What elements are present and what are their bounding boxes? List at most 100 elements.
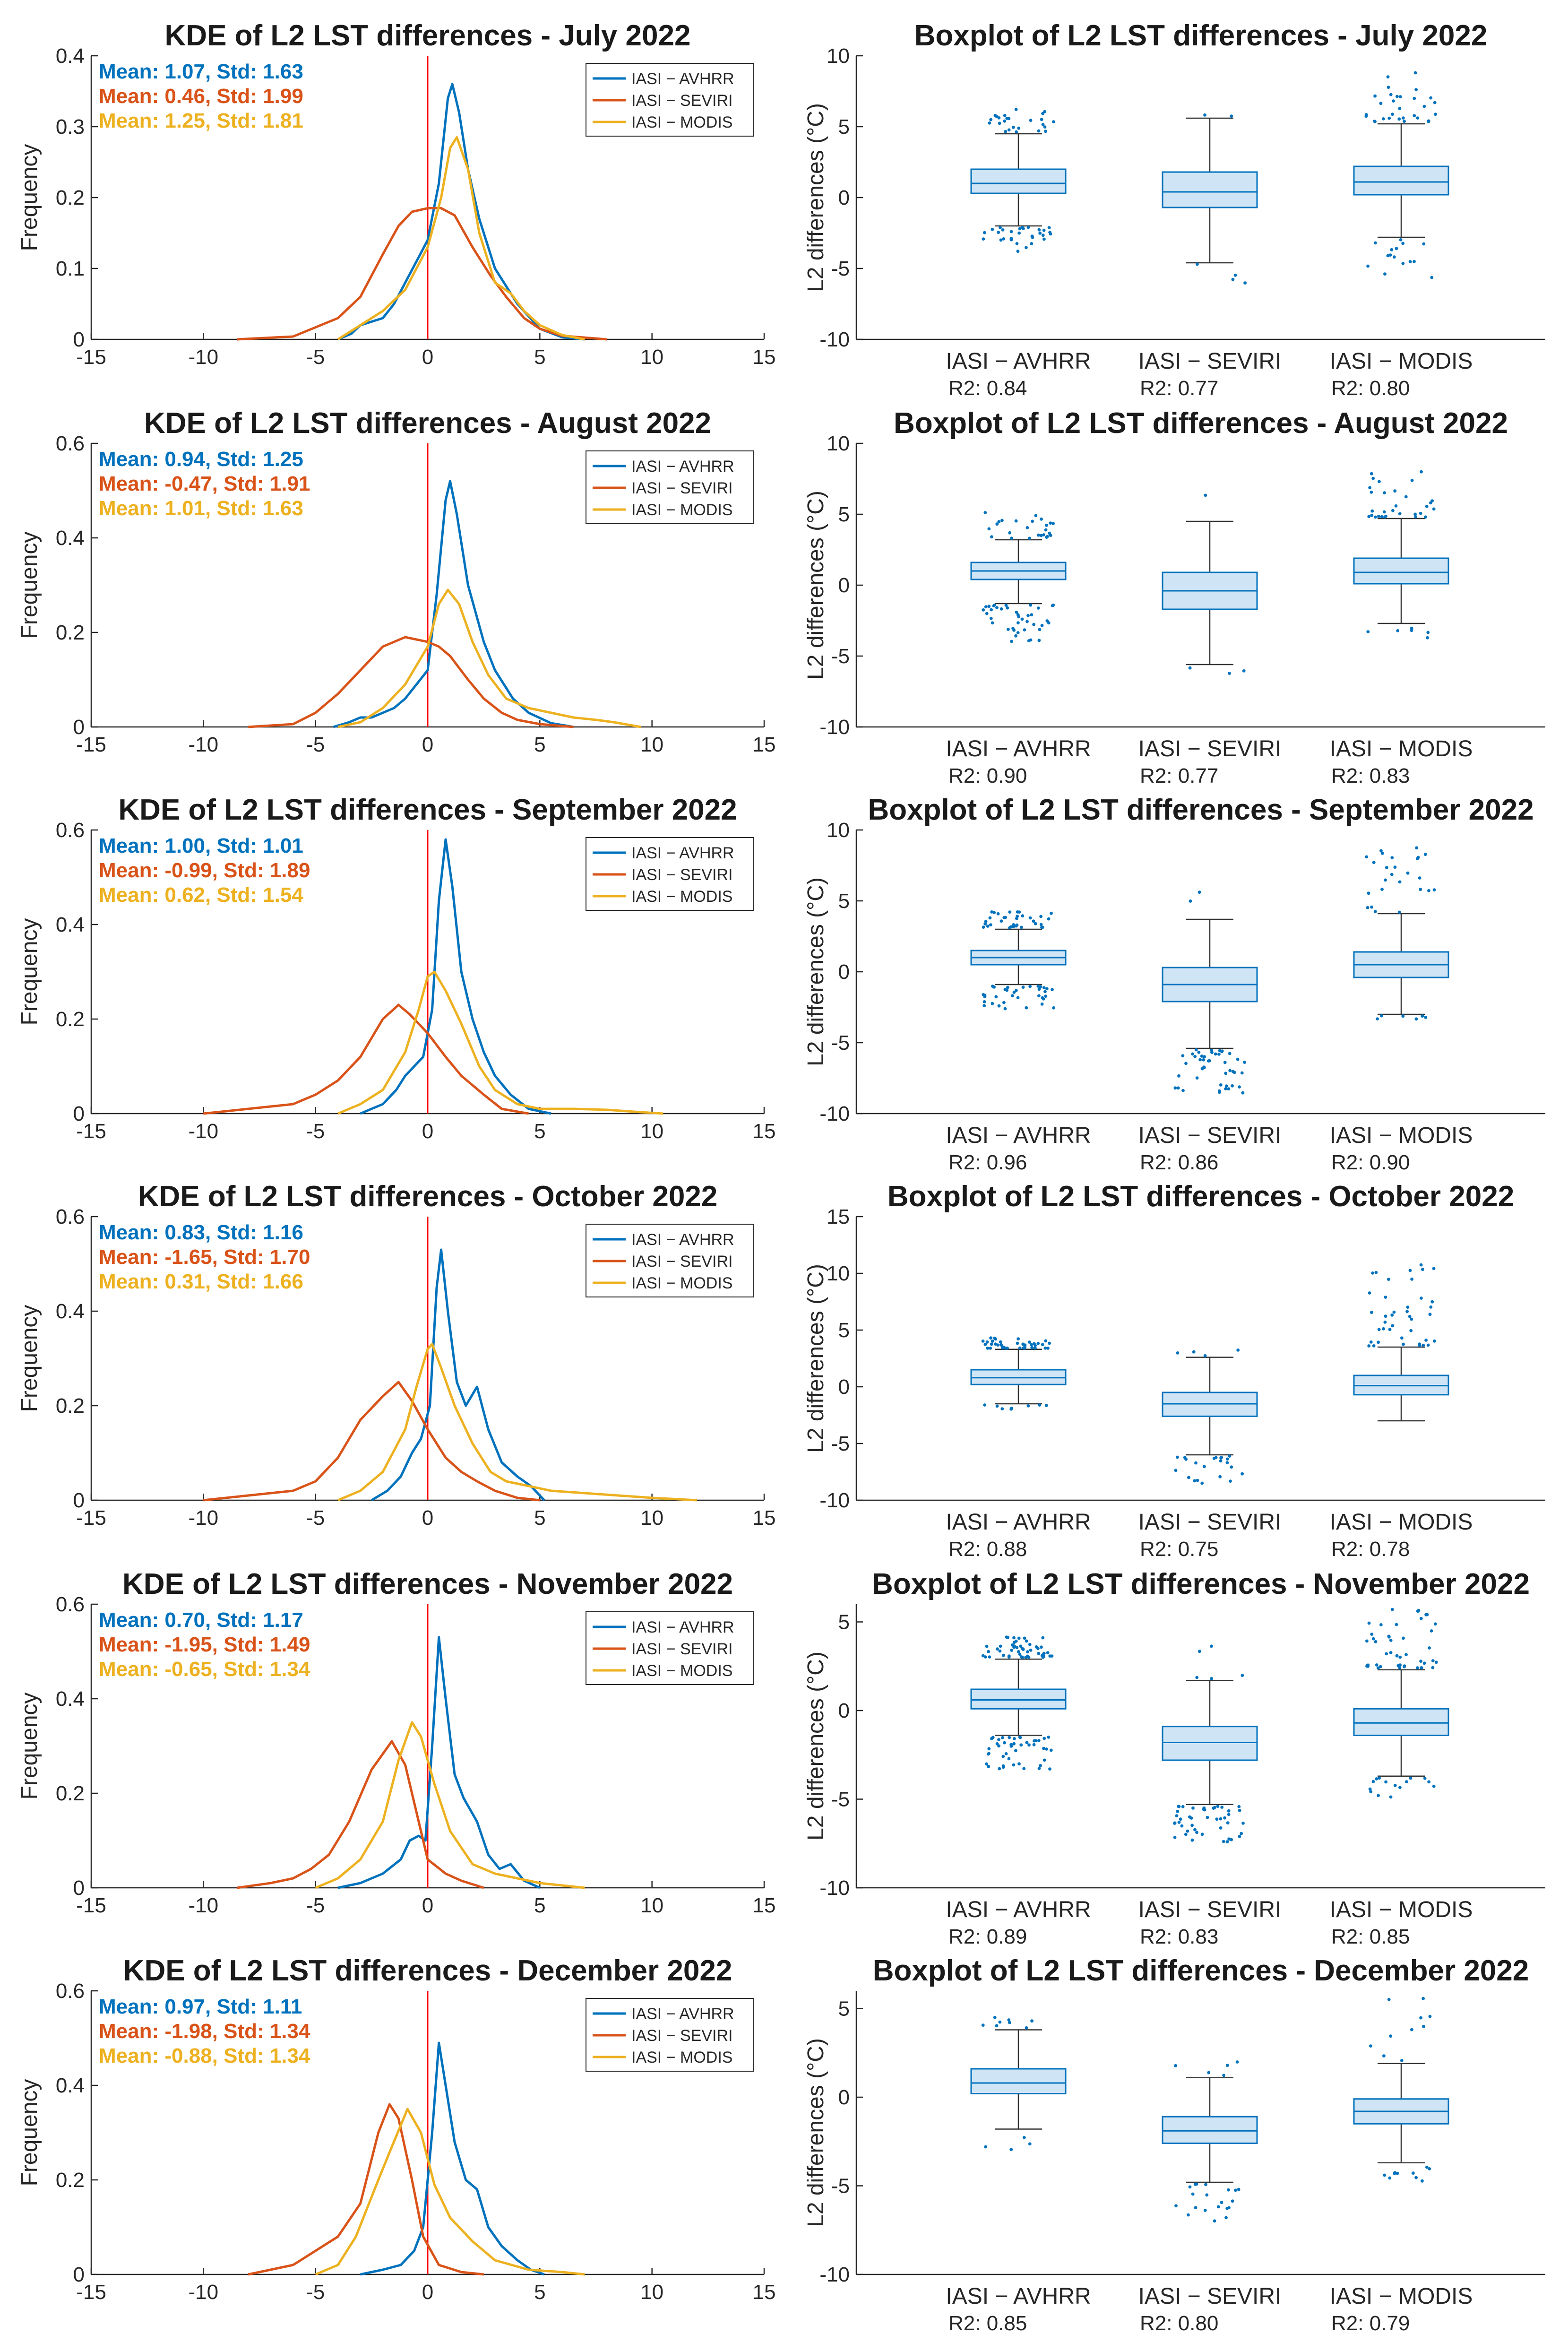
- y-tick-label: 15: [827, 1205, 850, 1228]
- box-iqr: [1162, 2116, 1258, 2144]
- outlier-point: [1198, 1058, 1202, 1062]
- x-tick-label: -5: [306, 346, 325, 369]
- outlier-point: [1206, 1815, 1209, 1819]
- stat-text-seviri: Mean: -1.98, Std: 1.34: [99, 2020, 310, 2043]
- outlier-point: [1030, 242, 1034, 245]
- outlier-point: [983, 511, 987, 514]
- boxplot-title: Boxplot of L2 LST differences - October …: [887, 1180, 1514, 1213]
- outlier-point: [984, 1655, 987, 1659]
- outlier-point: [1376, 1666, 1380, 1670]
- outlier-point: [1422, 1661, 1426, 1665]
- outlier-point: [1010, 536, 1013, 540]
- outlier-point: [1190, 1824, 1194, 1827]
- outlier-point: [1204, 493, 1207, 497]
- outlier-point: [1006, 1346, 1009, 1350]
- outlier-point: [992, 604, 996, 608]
- x-tick-label: -15: [76, 733, 106, 756]
- r2-label: R2: 0.83: [1331, 764, 1410, 787]
- kde-panel-5: KDE of L2 LST differences - November 202…: [17, 1568, 775, 1917]
- category-label: IASI − MODIS: [1330, 1510, 1473, 1535]
- outlier-point: [1023, 628, 1026, 631]
- category-label: IASI − MODIS: [1330, 736, 1473, 761]
- stat-text-avhrr: Mean: 1.00, Std: 1.01: [99, 834, 303, 857]
- y-tick-label: 10: [827, 432, 850, 455]
- outlier-point: [1406, 871, 1410, 875]
- outlier-point: [1433, 101, 1437, 104]
- category-label: IASI − AVHRR: [946, 2284, 1091, 2309]
- outlier-point: [990, 1737, 993, 1740]
- outlier-point: [1049, 232, 1052, 236]
- outlier-point: [1020, 925, 1023, 929]
- box-avhrr: [970, 1635, 1067, 1771]
- outlier-point: [1040, 517, 1043, 521]
- outlier-point: [1040, 534, 1043, 537]
- outlier-point: [1431, 1666, 1435, 1669]
- outlier-point: [997, 1004, 1001, 1008]
- outlier-point: [1181, 1805, 1185, 1808]
- outlier-point: [1383, 515, 1387, 519]
- outlier-point: [1402, 1342, 1405, 1346]
- outlier-point: [1051, 522, 1055, 525]
- outlier-point: [1009, 230, 1013, 233]
- stat-text-modis: Mean: 0.62, Std: 1.54: [99, 883, 303, 907]
- outlier-point: [1188, 1815, 1191, 1819]
- category-label: IASI − SEVIRI: [1138, 736, 1282, 761]
- outlier-point: [1432, 1267, 1436, 1271]
- outlier-point: [1241, 1674, 1244, 1677]
- outlier-point: [1421, 1014, 1424, 1018]
- outlier-point: [1227, 1809, 1231, 1813]
- category-label: IASI − AVHRR: [946, 1123, 1091, 1148]
- outlier-point: [1195, 1076, 1199, 1080]
- kde-curve-avhrr: [337, 1636, 541, 1889]
- outlier-point: [1432, 1339, 1436, 1343]
- outlier-point: [1375, 1663, 1378, 1667]
- outlier-point: [1030, 1346, 1034, 1349]
- outlier-point: [1219, 1456, 1223, 1460]
- x-tick-label: -10: [189, 346, 219, 369]
- outlier-point: [981, 2023, 985, 2027]
- boxplot-title: Boxplot of L2 LST differences - July 202…: [914, 19, 1488, 52]
- outlier-point: [1026, 225, 1030, 229]
- kde-title: KDE of L2 LST differences - September 20…: [118, 794, 737, 826]
- y-tick-label: -5: [831, 1788, 850, 1811]
- outlier-point: [1041, 123, 1045, 126]
- outlier-point: [1385, 1652, 1388, 1656]
- box-modis: [1353, 1608, 1449, 1799]
- outlier-point: [1383, 1320, 1387, 1324]
- outlier-point: [1025, 1741, 1029, 1745]
- outlier-point: [1413, 71, 1417, 75]
- y-tick-label: 0.1: [56, 257, 85, 280]
- x-tick-label: 10: [640, 733, 663, 756]
- outlier-point: [1181, 1089, 1185, 1092]
- legend-entry: IASI − MODIS: [631, 113, 732, 131]
- outlier-point: [1387, 1278, 1390, 1281]
- x-tick-label: -5: [306, 1506, 325, 1530]
- outlier-point: [1396, 1664, 1400, 1668]
- outlier-point: [1040, 1654, 1044, 1658]
- outlier-point: [1044, 1339, 1048, 1343]
- outlier-point: [1219, 1817, 1223, 1821]
- outlier-point: [990, 608, 993, 612]
- box-iqr: [970, 168, 1067, 194]
- outlier-point: [1377, 1328, 1381, 1331]
- outlier-point: [1001, 1755, 1005, 1758]
- outlier-point: [1036, 1647, 1040, 1651]
- outlier-point: [1230, 1465, 1233, 1469]
- kde-panel-3: KDE of L2 LST differences - September 20…: [17, 794, 775, 1143]
- outlier-point: [1388, 1328, 1392, 1331]
- outlier-point: [1235, 2060, 1239, 2064]
- outlier-point: [1196, 1478, 1199, 1482]
- kde-curve-seviri: [237, 207, 607, 341]
- outlier-point: [1187, 1476, 1190, 1479]
- outlier-point: [1391, 509, 1395, 512]
- outlier-point: [1229, 1479, 1232, 1483]
- outlier-point: [1043, 110, 1047, 113]
- outlier-point: [1419, 1660, 1423, 1663]
- outlier-point: [1389, 1795, 1393, 1799]
- boxplot-title: Boxplot of L2 LST differences - August 2…: [894, 407, 1508, 440]
- outlier-point: [1374, 241, 1377, 245]
- y-tick-label: 0.4: [56, 2074, 85, 2097]
- outlier-point: [999, 1644, 1002, 1648]
- outlier-point: [1009, 2148, 1013, 2152]
- box-iqr: [1353, 165, 1449, 196]
